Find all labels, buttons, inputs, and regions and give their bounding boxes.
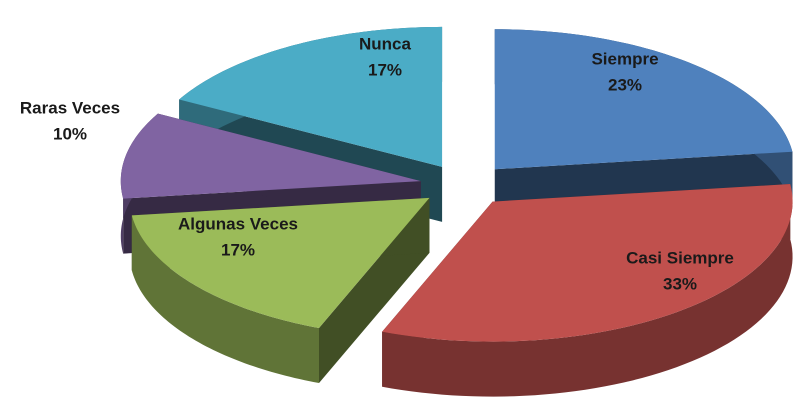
category-label: Siempre: [591, 49, 658, 68]
slice-top: [120, 113, 421, 199]
labels: Siempre 23% Casi Siempre 33% Algunas Veces 17…: [20, 34, 734, 293]
category-label: Raras Veces: [20, 98, 120, 117]
category-label: Casi Siempre: [626, 248, 734, 267]
pie: [120, 26, 793, 397]
slice-top: [494, 29, 793, 170]
value-label: 23%: [608, 75, 642, 94]
value-label: 10%: [53, 124, 87, 143]
slice-top: [131, 197, 430, 329]
slice: [382, 184, 793, 397]
category-label: Nunca: [359, 34, 412, 53]
value-label: 17%: [368, 60, 402, 79]
slice: [131, 197, 430, 384]
slice-wall: [131, 215, 320, 384]
category-label: Algunas Veces: [178, 214, 298, 233]
slice-top: [179, 26, 443, 167]
value-label: 17%: [221, 240, 255, 259]
slice-wall: [382, 184, 793, 397]
slice-top: [382, 184, 793, 342]
value-label: 33%: [663, 274, 697, 293]
